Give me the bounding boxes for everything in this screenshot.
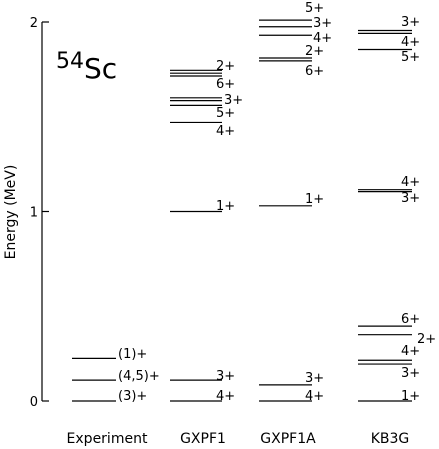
level-spin-label: 3+ [401, 366, 420, 381]
level-spin-label: 4+ [216, 389, 235, 404]
level-spin-label: 6+ [305, 64, 324, 79]
column-label: GXPF1 [180, 431, 226, 447]
level-spin-label: 4+ [216, 124, 235, 139]
column-labels: Experiment GXPF1 GXPF1A KB3G [67, 431, 410, 447]
y-tick-label: 1 [30, 206, 38, 221]
level-spin-label: 4+ [305, 389, 324, 404]
level-spin-label: 2+ [216, 59, 235, 74]
column-label: KB3G [371, 431, 410, 447]
nucleus-mass-number: 54 [56, 49, 84, 74]
level-spin-label: 4+ [401, 175, 420, 190]
level-spin-label: 5+ [401, 50, 420, 65]
level-spin-label: 2+ [417, 332, 436, 347]
level-spin-label: 1+ [216, 199, 235, 214]
level-spin-label: 4+ [401, 344, 420, 359]
level-lines: (3)+(4,5)+(1)+4+3+1+4+5+3+6+2+4+3+1+6+2+… [72, 1, 436, 404]
level-spin-label: 4+ [313, 31, 332, 46]
column-label: Experiment [67, 431, 148, 447]
level-spin-label: 6+ [401, 312, 420, 327]
y-tick-label: 2 [30, 16, 38, 31]
y-axis-title: Energy (MeV) [3, 165, 19, 260]
level-spin-label: 3+ [401, 15, 420, 30]
y-ticks: 0 1 2 [30, 16, 49, 410]
level-spin-label: 5+ [305, 1, 324, 16]
level-spin-label: 2+ [305, 44, 324, 59]
level-spin-label: (1)+ [118, 347, 147, 362]
level-spin-label: 5+ [216, 106, 235, 121]
column-label: GXPF1A [260, 431, 316, 447]
nucleus-label: 54Sc [56, 49, 117, 85]
level-spin-label: 3+ [313, 16, 332, 31]
level-spin-label: 3+ [224, 93, 243, 108]
y-tick-label: 0 [30, 395, 38, 410]
level-spin-label: 4+ [401, 35, 420, 50]
level-spin-label: 3+ [305, 371, 324, 386]
level-spin-label: 3+ [216, 369, 235, 384]
nucleus-symbol: Sc [84, 52, 117, 85]
level-spin-label: 1+ [401, 389, 420, 404]
level-spin-label: (3)+ [118, 389, 147, 404]
level-spin-label: 3+ [401, 191, 420, 206]
level-spin-label: 1+ [305, 192, 324, 207]
level-spin-label: 6+ [216, 77, 235, 92]
level-spin-label: (4,5)+ [118, 369, 160, 384]
